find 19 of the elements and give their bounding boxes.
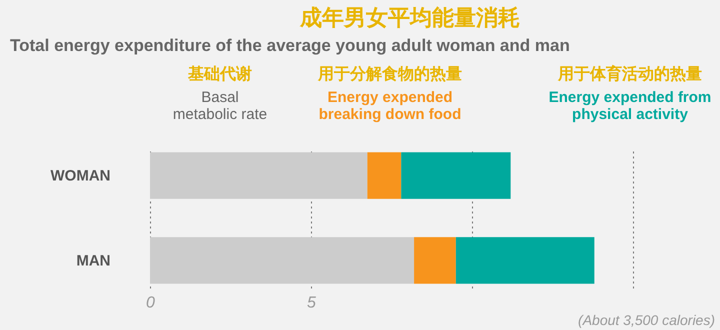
bar <box>150 152 368 199</box>
bar <box>367 152 402 199</box>
x-tick-label: 0 <box>146 294 156 312</box>
chart-title: 成年男女平均能量消耗 <box>299 5 520 30</box>
text: Energy expended breaking down food <box>318 89 462 123</box>
bar <box>150 237 414 284</box>
bar <box>414 237 456 284</box>
text: 用于分解食物的热量 <box>317 65 462 83</box>
y-tick-label: MAN <box>76 252 110 270</box>
chart-subtitle: Total energy expenditure of the average young adult woman and man <box>10 36 570 55</box>
text: 用于体育活动的热量 <box>557 64 702 83</box>
text: 基础代谢 <box>187 65 252 83</box>
bar <box>401 152 511 199</box>
y-tick-label: WOMAN <box>50 168 110 185</box>
series-label: Basal metabolic rate <box>172 89 268 123</box>
text: (About 3,500 calories) <box>578 312 715 328</box>
x-tick-label: 5 <box>307 294 316 312</box>
bar <box>456 237 594 284</box>
text: Energy expended from physical activity <box>548 89 712 123</box>
